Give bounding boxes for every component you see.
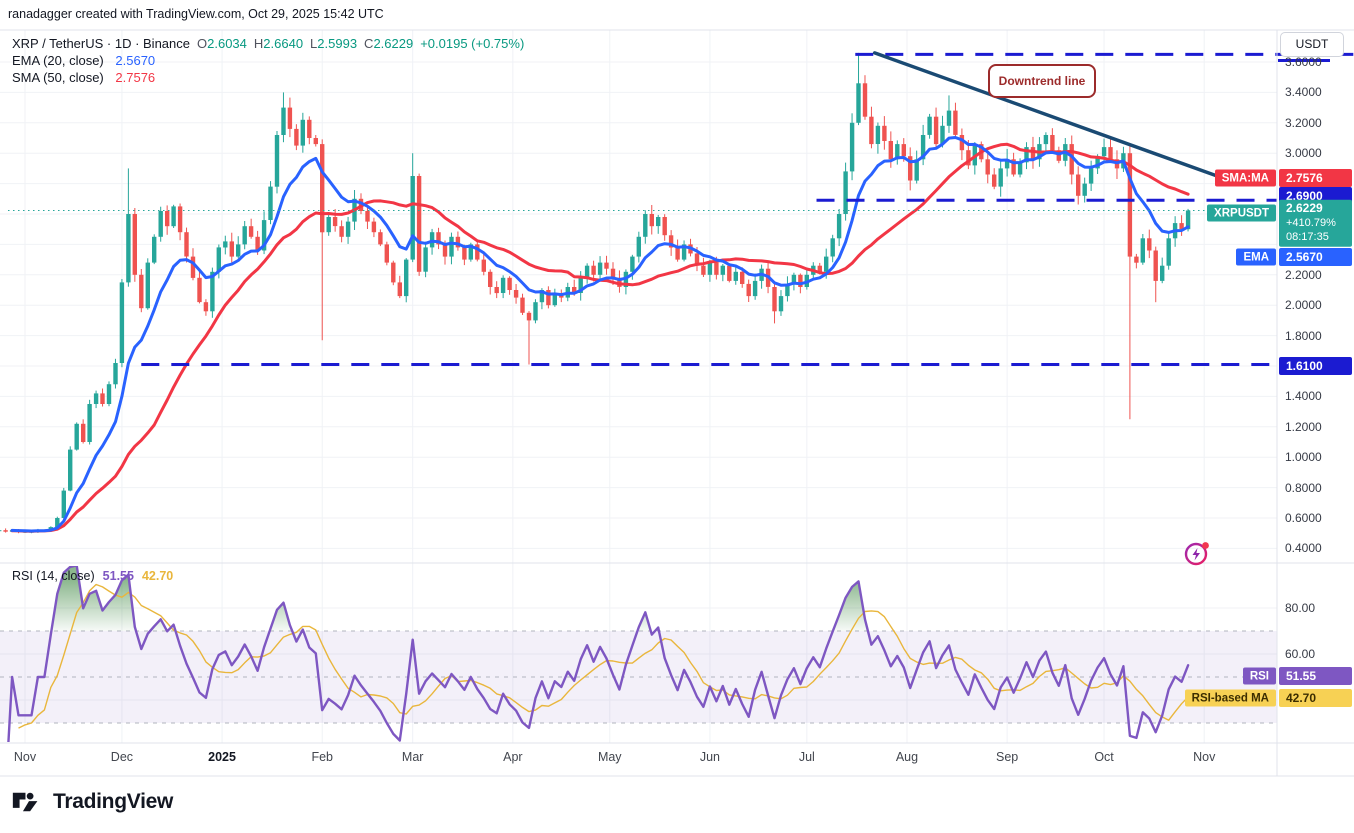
time-axis-label: Apr [503,750,523,764]
time-axis-label: Nov [13,750,37,764]
rsi-band [0,630,1277,724]
rsi-axis-tick: 60.00 [1285,647,1316,661]
time-axis-label: Oct [1094,750,1114,764]
ohlc-number: 2.6640 [263,36,304,51]
legend: XRP / TetherUS · 1D · Binance O2.6034 H2.6… [12,35,524,86]
price-axis-tick: 0.6000 [1285,511,1322,525]
price-axis-tick: 3.2000 [1285,115,1322,130]
price-axis-tick: 1.0000 [1285,450,1322,465]
price-axis-tick: 3.6000 [1285,55,1322,69]
ohlc-number: 2.6229 [373,36,414,51]
symbol-title: XRP / TetherUS · 1D · Binance [12,36,190,51]
rsi-overbought-fill [269,602,293,631]
change-value: +0.0195 (+0.75%) [420,36,525,51]
rsi-ma-value: 42.70 [141,569,174,583]
rsi-label: RSI (14, close) [12,569,95,583]
sma50-line [10,142,1190,533]
price-axis-tick: 2.2000 [1285,267,1322,282]
time-axis-label: Nov [1193,750,1216,764]
ema-price-tag-label: EMA [1236,248,1276,266]
flash-idea-icon[interactable] [1184,540,1212,568]
rsi-overbought-fill [150,619,167,631]
sma-value: 2.7576 [115,70,156,85]
price-axis-tick: 0.4000 [1285,541,1322,556]
sma-legend-row[interactable]: SMA (50, close) 2.7576 [12,69,524,86]
rsi-ma-value-tag: 42.70 [1279,689,1352,707]
rsi-overbought-fill [51,566,136,631]
ohlc-number: 2.5993 [317,36,358,51]
time-axis-label: Jul [798,750,815,764]
pane-borders [0,29,1354,777]
rsi-overbought-fill [637,612,651,631]
time-axis-label: Aug [895,750,919,764]
time-axis-label: Feb [311,750,333,764]
ohlc-letter: O [197,36,208,51]
price-axis-tick: 1.8000 [1285,328,1322,343]
time-axis-label: Jun [699,750,720,764]
rsi-ma-value-tag-label: RSI-based MA [1184,689,1276,707]
moving-averages [10,136,1190,533]
currency-toggle-button[interactable]: USDT [1280,32,1344,57]
time-axis-label: May [597,750,622,764]
price-axis-tick: 1.4000 [1285,389,1322,404]
price-axis-tick: 1.2000 [1285,419,1322,434]
downtrend-line [872,51,1219,178]
sma-price-tag-label: SMA:MA [1214,169,1276,187]
ema-price-tag: 2.5670 [1279,248,1352,266]
symbol-price-tag-label: XRPUSDT [1207,204,1276,222]
ema-label: EMA (20, close) [12,53,104,68]
rsi-value-tag: 51.55 [1279,667,1352,685]
rsi-legend-row[interactable]: RSI (14, close) 51.55 42.70 [12,569,173,583]
tradingview-logo-icon [12,792,38,812]
downtrend-annotation[interactable]: Downtrend line [988,64,1096,98]
sma-label: SMA (50, close) [12,70,104,85]
rsi-value: 51.55 [102,569,134,583]
ema-legend-row[interactable]: EMA (20, close) 2.5670 [12,52,524,69]
ema-value: 2.5670 [115,53,156,68]
time-axis-label: Dec [110,750,134,764]
rsi-value-tag-label: RSI [1242,667,1276,685]
price-axis-tick: 0.8000 [1285,480,1322,495]
rsi-layer [7,566,1190,742]
ohlc-number: 2.6034 [207,36,247,51]
ohlc-letter: C [364,36,374,51]
level-1610-tag: 1.6100 [1279,357,1352,375]
candles-layer [0,52,1191,534]
ohlc-letter: L [310,36,318,51]
time-axis-label: Sep [996,750,1019,764]
symbol-price-tag: 2.6229 +410.79% 08:17:35 [1279,199,1352,247]
time-axis-label: Mar [401,750,424,764]
rsi-line [7,566,1190,742]
header-attribution: ranadagger created with TradingView.com,… [8,7,384,21]
price-axis-tick: 3.4000 [1285,85,1322,100]
ema20-line [10,136,1190,533]
symbol-legend-row[interactable]: XRP / TetherUS · 1D · Binance O2.6034 H2.6… [12,35,524,52]
tradingview-logo-text: TradingView [53,790,174,813]
price-axis-tick: 3.0000 [1285,146,1322,161]
price-axis-tick: 2.0000 [1285,298,1322,313]
ohlc-values: O2.6034 H2.6640 L2.5993 C2.6229 [190,36,413,51]
tradingview-logo[interactable]: TradingView [12,789,173,815]
levels-layer[interactable] [8,51,1354,366]
time-axis-label: 2025 [208,750,236,764]
ohlc-letter: H [253,36,264,51]
rsi-axis-tick: 80.00 [1285,601,1316,615]
sma-price-tag: 2.7576 [1279,169,1352,187]
